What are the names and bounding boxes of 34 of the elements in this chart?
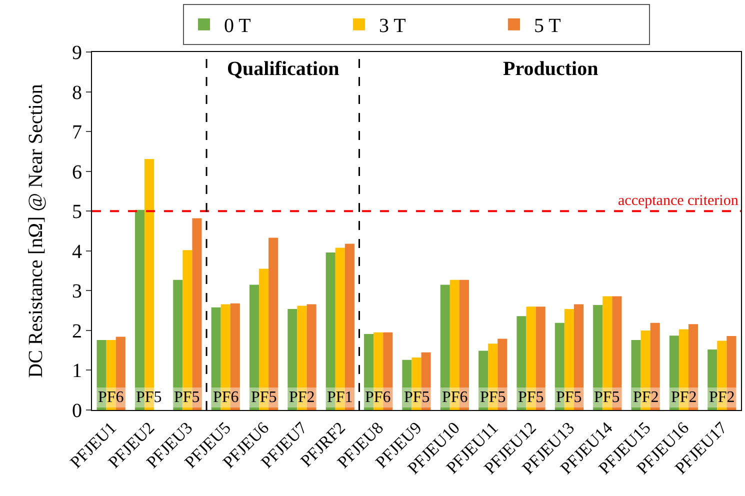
y-tick-label: 4 — [72, 240, 82, 263]
annotation: PF2 — [289, 389, 315, 406]
annotation: Qualification — [227, 58, 340, 80]
y-tick-label: 9 — [72, 42, 82, 64]
annotation: PF6 — [213, 389, 239, 406]
annotation: PF5 — [518, 389, 544, 406]
y-tick-label: 8 — [72, 82, 82, 104]
ref-line-label: acceptance criterion — [618, 193, 739, 209]
annotation: PF5 — [174, 389, 200, 406]
y-tick-label: 6 — [72, 161, 82, 184]
y-tick-label: 2 — [72, 320, 82, 342]
annotation: PF5 — [136, 389, 162, 406]
annotation: PF2 — [709, 389, 735, 406]
annotation: PF5 — [480, 389, 506, 406]
annotation: PF2 — [671, 389, 697, 406]
annotation: PF1 — [327, 389, 353, 406]
annotation: PF6 — [442, 389, 468, 406]
legend-label: 0 T — [224, 15, 251, 38]
y-axis-title: DC Resistance [nΩ] @ Near Section — [25, 84, 47, 378]
y-tick-label: 3 — [72, 280, 82, 303]
y-tick-label: 5 — [72, 201, 82, 224]
y-tick-label: 1 — [72, 360, 82, 382]
annotation: Production — [503, 58, 598, 80]
legend-label: 3 T — [379, 15, 406, 38]
y-tick-label: 0 — [72, 400, 82, 422]
annotation: PF5 — [404, 389, 430, 406]
annotation: PF5 — [594, 389, 620, 406]
y-tick-label: 7 — [72, 122, 82, 144]
annotation: PF5 — [556, 389, 582, 406]
annotation: PF6 — [98, 389, 124, 406]
annotation: PF6 — [365, 389, 391, 406]
annotation: PF2 — [633, 389, 659, 406]
legend-label: 5 T — [534, 15, 561, 38]
annotation: PF5 — [251, 389, 277, 406]
